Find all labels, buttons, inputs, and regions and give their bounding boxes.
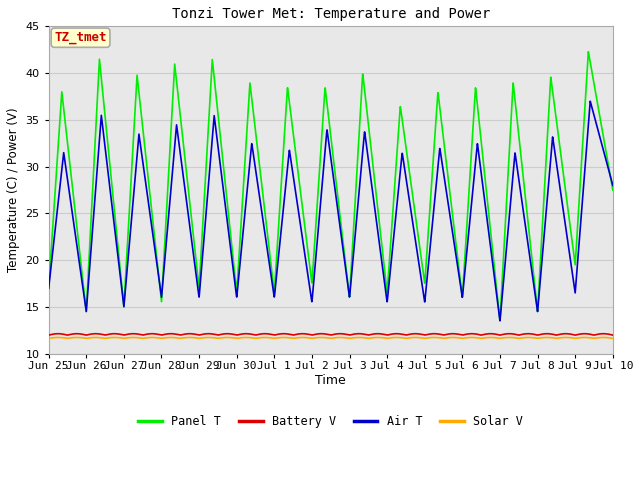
Battery V [609,332,617,338]
Panel T [598,126,606,132]
Battery V [45,332,52,338]
Solar V [598,335,605,340]
Air T [598,143,606,148]
Air T [609,182,617,188]
Panel T [143,160,150,166]
Panel T [496,318,504,324]
Panel T [609,187,617,193]
Solar V [286,335,294,341]
Solar V [609,336,617,341]
Panel T [538,245,545,251]
Panel T [584,49,592,55]
Air T [261,231,269,237]
Panel T [285,100,293,106]
Solar V [261,335,269,340]
Battery V [598,331,605,336]
Air T [538,267,545,273]
Line: Solar V: Solar V [49,337,613,338]
Panel T [109,194,117,200]
Line: Air T: Air T [49,101,613,321]
Panel T [45,286,52,291]
Air T [496,318,504,324]
Title: Tonzi Tower Met: Temperature and Power: Tonzi Tower Met: Temperature and Power [172,7,490,21]
Line: Battery V: Battery V [49,334,613,335]
Line: Panel T: Panel T [49,52,613,321]
Air T [143,186,150,192]
Panel T [261,210,269,216]
Battery V [143,331,150,337]
Air T [285,147,293,153]
Solar V [538,335,545,341]
Y-axis label: Temperature (C) / Power (V): Temperature (C) / Power (V) [7,108,20,272]
Battery V [286,332,294,337]
Air T [586,98,594,104]
Battery V [54,331,62,336]
Text: TZ_tmet: TZ_tmet [54,31,107,44]
Solar V [143,335,150,341]
Legend: Panel T, Battery V, Air T, Solar V: Panel T, Battery V, Air T, Solar V [134,410,528,433]
Air T [109,212,117,217]
Solar V [45,336,52,341]
Battery V [261,331,269,336]
Battery V [109,331,117,336]
Solar V [109,335,117,340]
Battery V [538,331,545,337]
X-axis label: Time: Time [316,373,346,386]
Air T [45,286,52,291]
Solar V [54,335,62,340]
